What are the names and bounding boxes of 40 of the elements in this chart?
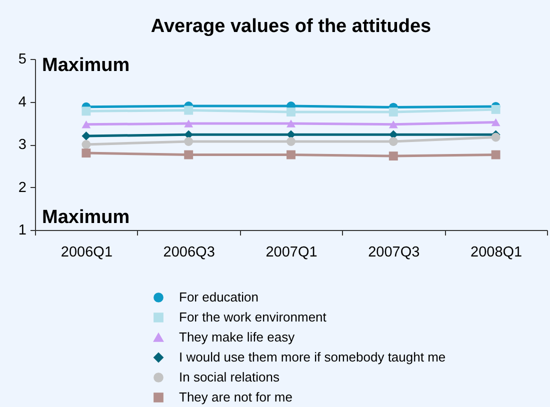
point [82, 148, 91, 158]
y-tick-label: 3 [18, 137, 26, 153]
point [82, 140, 91, 149]
legend-label: I would use them more if somebody taught me [179, 350, 446, 364]
point [491, 132, 500, 142]
point [286, 120, 296, 128]
y-tick-label: 2 [18, 180, 26, 196]
point [286, 108, 296, 116]
point [82, 120, 91, 128]
point [491, 118, 500, 126]
annotation: Maximum [42, 55, 130, 76]
point [388, 120, 398, 128]
point [184, 120, 194, 128]
legend-label: For the work environment [179, 310, 327, 324]
y-tick-label: 4 [18, 94, 26, 110]
point [388, 137, 398, 146]
point [184, 106, 194, 115]
point [286, 137, 296, 146]
x-tick-label: 2007Q1 [266, 244, 318, 260]
point [388, 108, 398, 116]
y-tick-label: 1 [18, 222, 26, 238]
x-tick-label: 2006Q3 [163, 244, 215, 260]
point [82, 106, 91, 116]
y-tick-label: 5 [18, 52, 26, 68]
annotation: Maximum [42, 207, 130, 228]
legend-label: For education [179, 290, 258, 304]
point [491, 104, 500, 114]
point [184, 137, 194, 146]
point [286, 150, 296, 160]
point [388, 152, 398, 161]
point [184, 150, 194, 160]
legend-label: They are not for me [179, 390, 292, 404]
point [82, 131, 91, 140]
x-tick-label: 2008Q1 [470, 244, 522, 260]
legend-label: In social relations [179, 370, 280, 384]
x-tick-label: 2006Q1 [60, 244, 113, 260]
point [491, 150, 500, 160]
x-tick-label: 2007Q3 [368, 244, 420, 260]
legend-label: They make life easy [179, 330, 296, 344]
chart-title: Average values of the attitudes [150, 16, 432, 37]
